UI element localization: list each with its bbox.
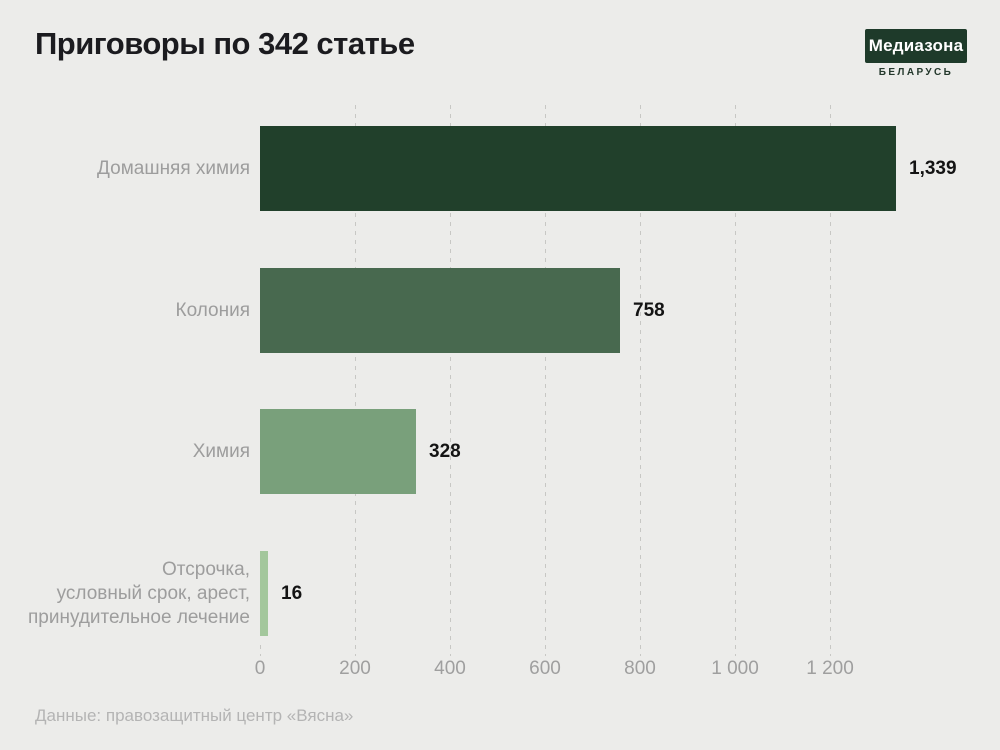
bar-label: Домашняя химия [97,157,250,179]
data-source: Данные: правозащитный центр «Вясна» [35,706,354,725]
brand-region-label: БЕЛАРУСЬ [878,67,954,78]
gridline-800 [639,105,641,656]
gridline-1200 [829,105,831,656]
bar-label: Химия [192,440,250,462]
bar-label: Отсрочка, условный срок, арест, принудител… [27,558,250,628]
x-tick-label-800: 800 [624,658,656,679]
gridline-600 [544,105,546,656]
x-tick-label-1200: 1 200 [806,658,854,679]
x-tick-label-600: 600 [529,658,561,679]
gridline-0 [259,645,261,656]
page-title: Приговоры по 342 статье [35,26,415,61]
gridline-200 [354,105,356,656]
bar-value: 16 [281,582,303,604]
x-tick-label-1000: 1 000 [711,658,759,679]
bar [260,126,896,211]
bar-value: 1,339 [909,157,957,179]
bar-value: 328 [429,440,461,462]
gridline-400 [449,105,451,656]
bar-value: 758 [633,299,665,321]
bar [260,551,268,636]
x-tick-label-0: 0 [254,658,266,679]
x-tick-label-400: 400 [434,658,466,679]
bar [260,409,416,494]
gridline-1000 [734,105,736,656]
bar-label: Колония [175,299,250,321]
brand-logo-box: Медиазона [865,29,967,63]
x-tick-label-200: 200 [339,658,371,679]
bar [260,268,620,353]
